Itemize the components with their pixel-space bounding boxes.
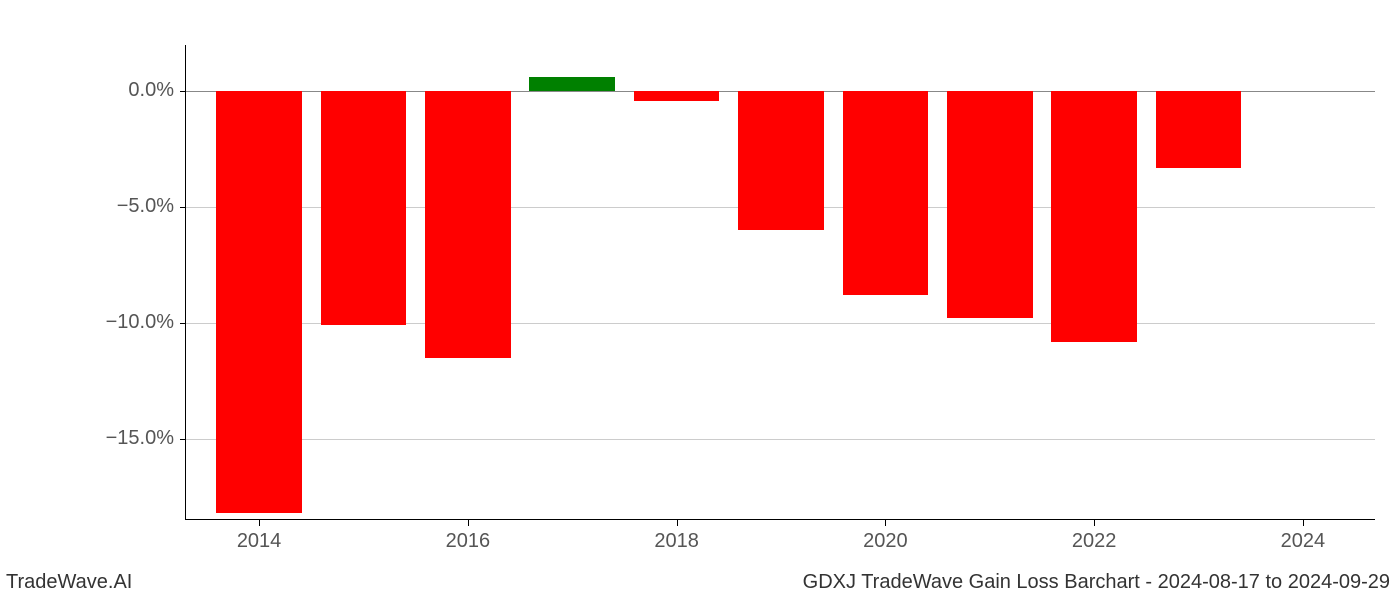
- y-tick-mark: [180, 323, 186, 324]
- x-tick-mark: [1094, 520, 1095, 526]
- x-tick-mark: [885, 520, 886, 526]
- x-tick-label: 2022: [1072, 530, 1117, 553]
- x-tick-mark: [677, 520, 678, 526]
- bar: [947, 91, 1033, 318]
- bar: [216, 91, 302, 513]
- bar: [425, 91, 511, 357]
- bar: [843, 91, 929, 295]
- watermark-right: GDXJ TradeWave Gain Loss Barchart - 2024…: [803, 571, 1390, 594]
- bar: [321, 91, 407, 325]
- x-tick-label: 2024: [1281, 530, 1326, 553]
- y-tick-label: 0.0%: [7, 79, 174, 102]
- chart-container: 0.0% −5.0% −10.0% −15.0% 2014 2016 2018 2020 202…: [0, 0, 1400, 600]
- plot-area: 0.0%−5.0%−10.0%−15.0%2014201620182020202…: [185, 45, 1375, 520]
- x-tick-label: 2020: [863, 530, 908, 553]
- x-tick-mark: [1303, 520, 1304, 526]
- y-tick-mark: [180, 439, 186, 440]
- x-tick-label: 2014: [237, 530, 282, 553]
- bar: [1156, 91, 1242, 167]
- y-tick-mark: [180, 207, 186, 208]
- bar: [1051, 91, 1137, 341]
- bar: [738, 91, 824, 230]
- x-tick-mark: [259, 520, 260, 526]
- x-tick-label: 2016: [446, 530, 491, 553]
- y-tick-label: −15.0%: [7, 427, 174, 450]
- x-tick-mark: [468, 520, 469, 526]
- bar: [634, 91, 720, 100]
- gridline: [186, 439, 1375, 440]
- y-tick-label: −10.0%: [7, 311, 174, 334]
- bar: [529, 77, 615, 91]
- watermark-left: TradeWave.AI: [6, 571, 132, 594]
- x-tick-label: 2018: [654, 530, 699, 553]
- y-tick-label: −5.0%: [7, 195, 174, 218]
